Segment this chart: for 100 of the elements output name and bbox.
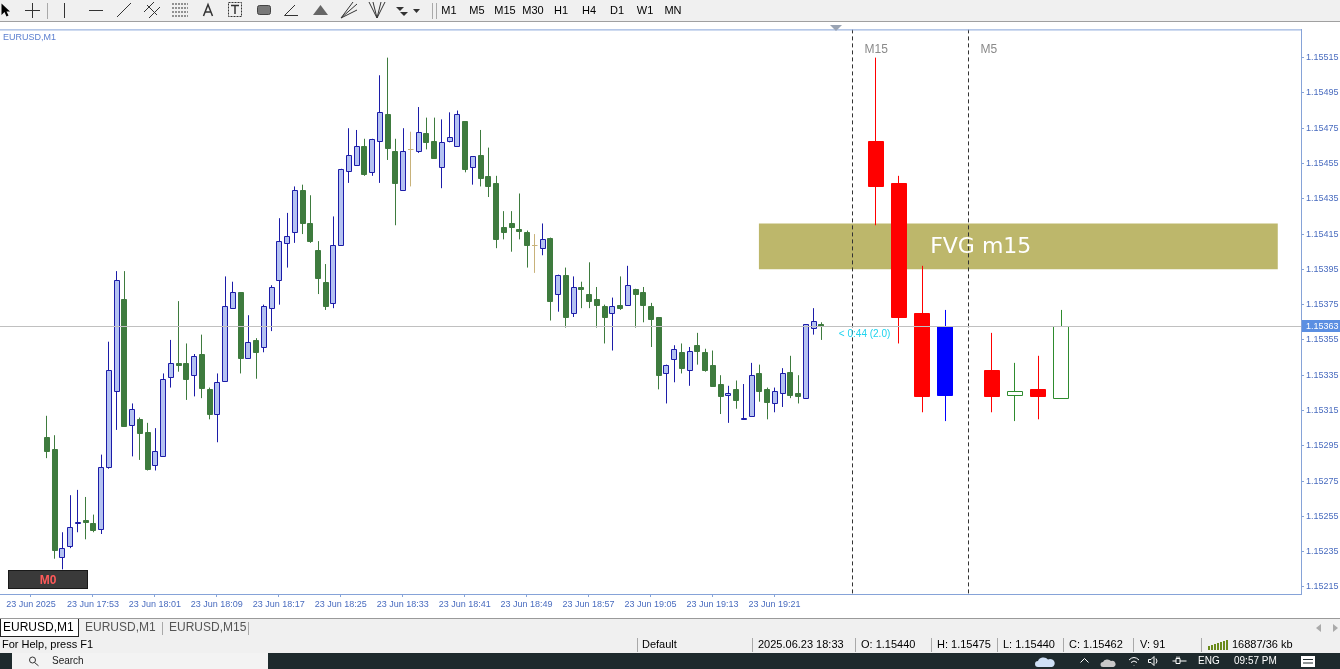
candlestick bbox=[385, 57, 391, 161]
candlestick bbox=[245, 314, 251, 359]
candlestick bbox=[540, 222, 546, 256]
text: H: 1.15475 bbox=[937, 638, 991, 651]
candlestick bbox=[98, 454, 104, 535]
candlestick bbox=[238, 291, 244, 374]
chart-title: EURUSD,M1 bbox=[3, 32, 57, 43]
candlestick bbox=[702, 348, 708, 373]
candlestick bbox=[710, 350, 716, 387]
text: M5 bbox=[469, 4, 485, 17]
candlestick bbox=[470, 155, 476, 186]
candlestick bbox=[323, 263, 329, 311]
text: M1 bbox=[441, 4, 457, 17]
candlestick bbox=[114, 270, 120, 431]
candlestick bbox=[106, 341, 112, 470]
candlestick bbox=[787, 355, 793, 399]
candlestick bbox=[531, 233, 538, 274]
candlestick bbox=[400, 127, 406, 191]
y-tick-label: 1.15415 bbox=[1306, 228, 1339, 239]
candlestick bbox=[199, 334, 205, 399]
text: Default bbox=[642, 638, 677, 651]
text: MN bbox=[664, 4, 682, 17]
candlestick bbox=[284, 212, 290, 269]
candlestick bbox=[121, 270, 127, 427]
candlestick bbox=[462, 120, 468, 173]
annotation: M0 bbox=[39, 572, 57, 587]
button: M0 bbox=[8, 570, 88, 589]
candlestick bbox=[694, 332, 700, 366]
candlestick bbox=[83, 496, 89, 540]
candlestick bbox=[75, 489, 81, 533]
x-tick-label: 23 Jun 19:21 bbox=[748, 598, 801, 609]
candlestick bbox=[625, 265, 631, 306]
text: 09:57 PM bbox=[1234, 655, 1277, 667]
candlestick bbox=[276, 217, 282, 306]
candlestick bbox=[59, 531, 65, 570]
candlestick bbox=[431, 117, 437, 159]
candlestick bbox=[369, 138, 375, 177]
candlestick bbox=[811, 307, 817, 336]
text: EURUSD,M15 bbox=[169, 620, 247, 635]
candlestick bbox=[687, 346, 693, 387]
x-tick-label: 23 Jun 19:05 bbox=[624, 598, 677, 609]
candlestick bbox=[292, 185, 298, 244]
text: M15 bbox=[494, 4, 516, 17]
text: H1 bbox=[553, 4, 569, 17]
text: 2025.06.23 18:33 bbox=[758, 638, 844, 651]
candlestick bbox=[1030, 355, 1046, 420]
candlestick bbox=[679, 342, 685, 374]
candlestick bbox=[214, 372, 220, 443]
x-tick-label: 23 Jun 18:33 bbox=[376, 598, 429, 609]
text: FVG m15 bbox=[930, 233, 1032, 259]
y-tick-label: 1.15455 bbox=[1306, 157, 1339, 168]
x-tick-label: 23 Jun 18:01 bbox=[128, 598, 181, 609]
candlestick bbox=[772, 387, 778, 413]
text: O: 1.15440 bbox=[861, 638, 916, 651]
y-tick-label: 1.15295 bbox=[1306, 440, 1339, 451]
candlestick bbox=[145, 422, 151, 471]
x-tick-label: 23 Jun 18:09 bbox=[190, 598, 243, 609]
candlestick bbox=[160, 372, 166, 457]
y-tick-label: 1.15435 bbox=[1306, 193, 1339, 204]
candlestick bbox=[516, 192, 522, 240]
candlestick bbox=[563, 267, 569, 329]
ref-line-label: M5 bbox=[980, 42, 998, 57]
x-tick-label: 23 Jun 18:41 bbox=[438, 598, 491, 609]
candlestick bbox=[338, 168, 344, 246]
candlestick bbox=[749, 362, 755, 417]
candlestick bbox=[741, 383, 747, 420]
text: L: 1.15440 bbox=[1003, 638, 1055, 651]
candlestick bbox=[725, 385, 731, 424]
annotation: < 0:44 (2.0) bbox=[838, 327, 891, 339]
candlestick bbox=[501, 210, 507, 240]
candlestick bbox=[407, 131, 414, 187]
text: M30 bbox=[522, 4, 544, 17]
candlestick bbox=[330, 215, 336, 309]
ref-line-label: 1.15363 bbox=[1306, 320, 1339, 331]
candlestick bbox=[168, 339, 174, 389]
candlestick bbox=[594, 286, 600, 329]
candlestick bbox=[67, 494, 73, 549]
text: For Help, press F1 bbox=[2, 638, 94, 651]
x-tick-label: 23 Jun 17:53 bbox=[66, 598, 119, 609]
y-tick-label: 1.15355 bbox=[1306, 334, 1339, 345]
candlestick bbox=[733, 380, 739, 410]
y-tick-label: 1.15515 bbox=[1306, 52, 1339, 63]
candlestick bbox=[555, 274, 561, 313]
text: C: 1.15462 bbox=[1069, 638, 1123, 651]
y-tick-label: 1.15255 bbox=[1306, 510, 1339, 521]
y-tick-label: 1.15335 bbox=[1306, 369, 1339, 380]
candlestick bbox=[524, 230, 530, 269]
text: D1 bbox=[609, 4, 625, 17]
y-tick-label: 1.15315 bbox=[1306, 404, 1339, 415]
y-tick-label: 1.15395 bbox=[1306, 263, 1339, 274]
text: EURUSD,M1 bbox=[3, 620, 74, 635]
x-tick-label: 23 Jun 18:17 bbox=[252, 598, 305, 609]
candlestick bbox=[392, 138, 398, 226]
candlestick bbox=[756, 364, 762, 403]
candlestick bbox=[269, 284, 275, 332]
candlestick bbox=[1007, 362, 1023, 422]
candlestick bbox=[803, 324, 809, 399]
x-tick-label: 23 Jun 18:49 bbox=[500, 598, 553, 609]
text: EURUSD,M1 bbox=[85, 620, 156, 635]
text: ENG bbox=[1198, 655, 1220, 667]
